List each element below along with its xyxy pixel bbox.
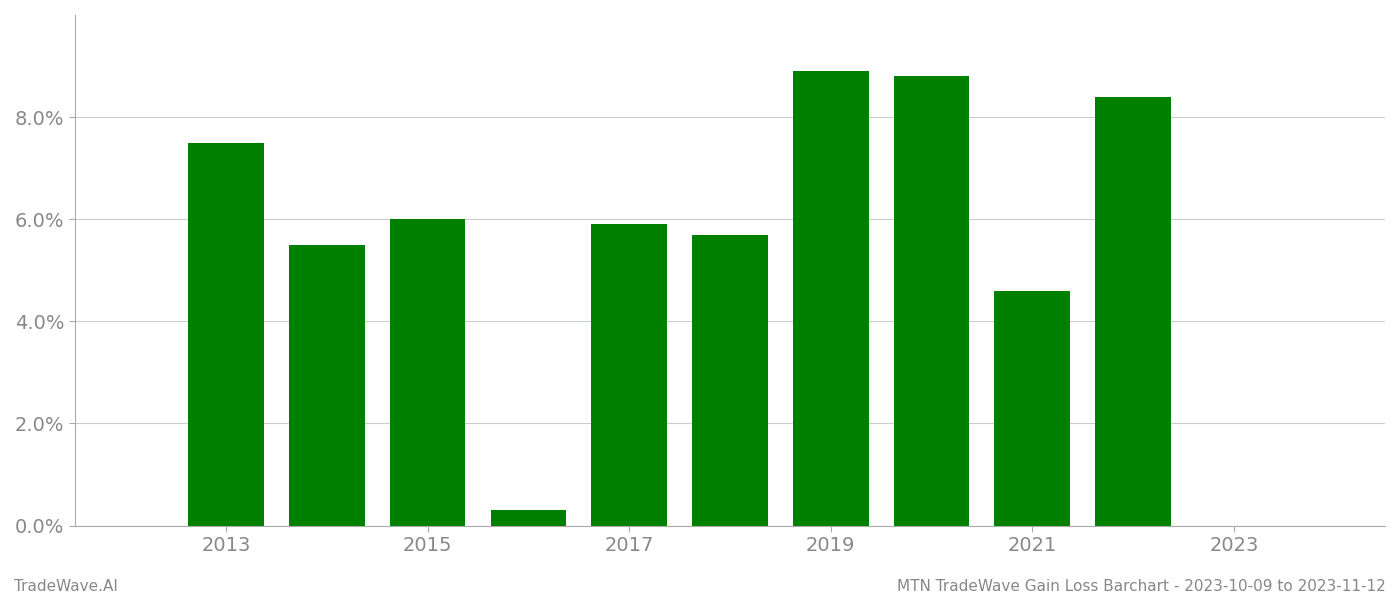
Bar: [1095, 97, 1170, 526]
Bar: [893, 76, 969, 526]
Bar: [188, 143, 263, 526]
Bar: [792, 71, 868, 526]
Text: TradeWave.AI: TradeWave.AI: [14, 579, 118, 594]
Bar: [288, 245, 364, 526]
Bar: [692, 235, 767, 526]
Bar: [591, 224, 666, 526]
Text: MTN TradeWave Gain Loss Barchart - 2023-10-09 to 2023-11-12: MTN TradeWave Gain Loss Barchart - 2023-…: [897, 579, 1386, 594]
Bar: [490, 510, 566, 526]
Bar: [994, 291, 1070, 526]
Bar: [389, 219, 465, 526]
